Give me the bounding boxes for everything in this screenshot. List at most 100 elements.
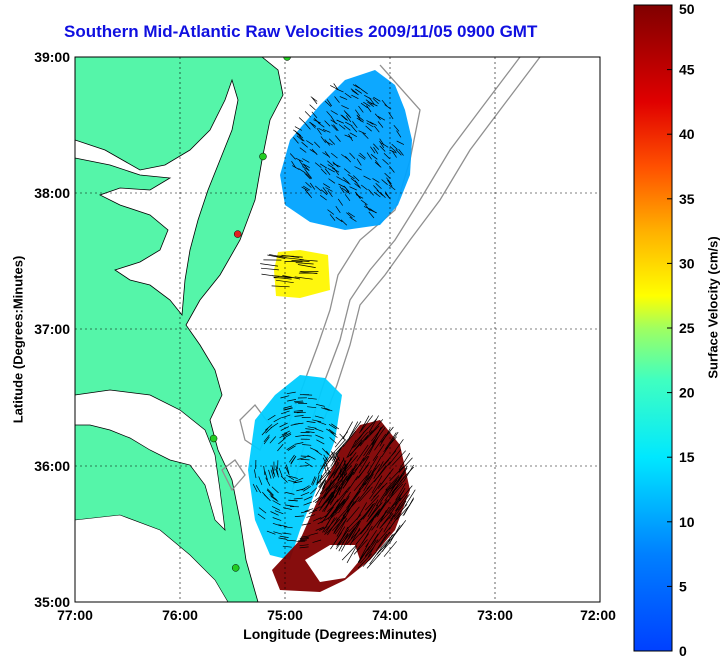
velocity-vector [293, 411, 303, 413]
velocity-vector [330, 451, 337, 460]
velocity-vector [333, 124, 339, 132]
velocity-vector [352, 431, 365, 449]
velocity-vector [273, 276, 292, 280]
velocity-vector [264, 471, 268, 481]
velocity-vector [395, 149, 402, 156]
velocity-vector [309, 532, 319, 536]
velocity-vector [341, 468, 354, 486]
velocity-vector [340, 219, 348, 226]
velocity-vector [348, 522, 360, 540]
velocity-vector [317, 466, 330, 484]
velocity-vector [362, 443, 375, 461]
velocity-vector [357, 553, 372, 569]
velocity-vector [396, 504, 411, 520]
x-axis: 77:00 76:00 75:00 74:00 73:00 72:00 [57, 607, 616, 623]
velocity-vector [301, 186, 309, 192]
velocity-vector [307, 454, 316, 460]
velocity-vector [307, 426, 317, 429]
velocity-vector [344, 92, 352, 99]
colorbar-tick-label: 25 [679, 320, 695, 336]
velocity-vector [299, 538, 309, 541]
velocity-vector [316, 439, 325, 445]
velocity-vector [288, 499, 298, 502]
velocity-vector [369, 209, 377, 214]
x-tick-label: 73:00 [477, 607, 513, 623]
radar-station [209, 434, 218, 443]
y-axis: 39:00 38:00 37:00 36:00 35:00 [34, 49, 70, 610]
velocity-vector [384, 172, 391, 179]
x-axis-label: Longitude (Degrees:Minutes) [243, 626, 437, 642]
velocity-vector [271, 486, 279, 494]
velocity-vector [380, 426, 394, 443]
velocity-vector [300, 459, 310, 461]
velocity-vector [335, 206, 341, 213]
velocity-vector [291, 260, 310, 262]
velocity-vector [288, 479, 297, 483]
velocity-vector [315, 526, 325, 531]
velocity-vector [312, 539, 322, 543]
velocity-vector [318, 127, 326, 133]
velocity-vector [335, 475, 348, 493]
velocity-vector [367, 499, 379, 517]
velocity-vector [287, 445, 296, 451]
velocity-vector [354, 455, 369, 472]
velocity-vector [319, 470, 331, 489]
velocity-vector [272, 500, 281, 506]
velocity-vector [367, 533, 379, 551]
velocity-vector [332, 163, 341, 168]
velocity-vector [285, 492, 295, 495]
velocity-vector [363, 175, 371, 181]
velocity-vector [270, 496, 279, 502]
velocity-vector [381, 439, 394, 457]
y-tick-label: 36:00 [34, 458, 70, 474]
velocity-vector [329, 487, 341, 506]
velocity-vector [365, 425, 380, 441]
velocity-vector [300, 455, 310, 457]
velocity-vector [335, 491, 348, 509]
velocity-vector [296, 540, 306, 543]
velocity-vector [299, 546, 309, 549]
velocity-vector [364, 94, 372, 100]
velocity-vector [384, 432, 397, 450]
velocity-vector [346, 212, 353, 219]
velocity-vector [315, 434, 324, 439]
velocity-vector [381, 179, 388, 185]
velocity-vector [388, 512, 401, 530]
velocity-vector [277, 443, 284, 452]
velocity-vector [365, 495, 380, 511]
velocity-vector [388, 112, 394, 120]
velocity-vector [322, 128, 331, 133]
velocity-vector [290, 423, 300, 426]
velocity-vector [349, 152, 356, 159]
velocity-vector [350, 520, 362, 539]
velocity-vector [320, 189, 328, 196]
velocity-vector [349, 216, 357, 222]
velocity-vector [279, 422, 288, 428]
y-tick-label: 35:00 [34, 594, 70, 610]
velocity-vector [327, 164, 335, 170]
velocity-vector [360, 102, 368, 109]
velocity-vector [282, 545, 292, 548]
velocity-vector [380, 533, 395, 549]
velocity-vector [321, 447, 329, 455]
velocity-vector [335, 472, 347, 490]
velocity-vector [348, 517, 363, 533]
velocity-vector [335, 216, 343, 223]
velocity-vector [317, 456, 328, 475]
velocity-vector [346, 514, 362, 530]
velocity-vector [388, 184, 396, 191]
velocity-vector [331, 423, 339, 430]
velocity-vector [300, 535, 310, 538]
velocity-vector [354, 180, 360, 188]
velocity-vector [291, 161, 297, 169]
colorbar-tick-label: 50 [679, 1, 695, 17]
velocity-vector [353, 175, 360, 182]
velocity-vector [328, 178, 336, 184]
velocity-vector [327, 160, 334, 167]
velocity-vector [252, 483, 258, 493]
velocity-vector [319, 163, 327, 169]
velocity-vector [363, 439, 375, 457]
velocity-vector [321, 452, 334, 470]
velocity-vector [324, 500, 338, 518]
